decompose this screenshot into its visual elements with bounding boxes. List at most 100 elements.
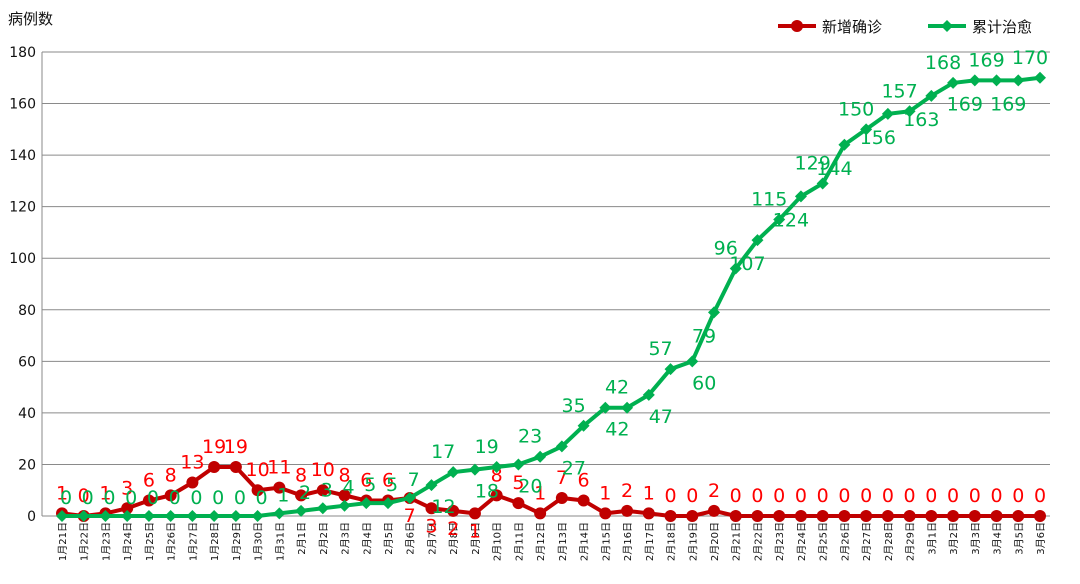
data-label: 0: [103, 487, 115, 509]
legend-marker: [791, 20, 803, 32]
data-label: 0: [773, 485, 785, 507]
data-label: 0: [212, 487, 224, 509]
x-tick-label: 2月14日: [579, 522, 591, 561]
x-tick-label: 3月3日: [970, 522, 982, 555]
data-point: [1034, 71, 1046, 84]
x-tick-label: 2月28日: [883, 522, 895, 561]
data-point: [555, 491, 568, 504]
data-point: [425, 502, 438, 515]
data-point: [642, 507, 655, 520]
data-label: 157: [881, 80, 917, 102]
data-point: [708, 306, 720, 319]
data-point: [947, 510, 960, 522]
data-label: 0: [664, 485, 676, 507]
y-axis-label: 病例数: [8, 10, 53, 28]
data-label: 0: [882, 485, 894, 507]
data-point: [490, 489, 503, 502]
data-point: [947, 76, 960, 89]
data-label: 57: [648, 338, 672, 360]
data-point: [816, 510, 829, 522]
data-point: [164, 510, 177, 522]
data-point: [860, 123, 873, 136]
x-tick-label: 3月6日: [1035, 522, 1047, 555]
data-label: 156: [860, 127, 896, 149]
data-label: 0: [969, 485, 981, 507]
data-point: [990, 74, 1003, 87]
x-tick-label: 2月15日: [600, 522, 612, 561]
data-label: 35: [562, 395, 586, 417]
x-tick-label: 2月13日: [557, 522, 569, 561]
y-tick-label: 100: [9, 251, 36, 267]
data-label: 20: [518, 475, 542, 497]
data-label: 0: [751, 485, 763, 507]
data-label: 6: [360, 470, 372, 492]
data-label: 144: [816, 158, 852, 180]
data-label: 0: [82, 487, 94, 509]
y-tick-label: 140: [9, 148, 36, 164]
data-label: 0: [817, 485, 829, 507]
x-tick-label: 2月25日: [818, 522, 830, 561]
data-label: 3: [425, 515, 437, 537]
data-label: 0: [730, 485, 742, 507]
data-point: [686, 355, 699, 368]
data-point: [164, 489, 177, 502]
data-point: [121, 502, 134, 515]
data-label: 4: [342, 477, 354, 499]
data-label: 5: [386, 474, 398, 496]
data-point: [1012, 510, 1025, 522]
x-tick-label: 2月21日: [731, 522, 743, 561]
data-label: 96: [714, 238, 738, 260]
data-point: [512, 497, 525, 510]
data-point: [642, 388, 655, 401]
x-tick-label: 2月27日: [861, 522, 873, 561]
x-tick-label: 1月24日: [122, 522, 134, 561]
x-tick-label: 2月7日: [426, 522, 438, 555]
data-point: [229, 461, 242, 474]
data-label: 0: [838, 485, 850, 507]
data-point: [186, 510, 199, 522]
legend: 新增确诊 累计治愈: [778, 18, 1032, 36]
data-label: 47: [649, 406, 673, 428]
data-label: 5: [512, 472, 524, 494]
series-line: [61, 465, 1040, 518]
y-tick-label: 0: [27, 509, 36, 525]
data-label: 7: [408, 469, 420, 491]
data-label: 169: [947, 93, 983, 115]
data-point: [794, 190, 807, 203]
data-point: [142, 494, 155, 507]
y-tick-label: 60: [18, 354, 36, 370]
x-tick-label: 2月5日: [383, 522, 395, 555]
data-point: [599, 401, 612, 414]
data-label: 1: [277, 484, 289, 506]
data-point: [186, 476, 199, 489]
data-label: 163: [903, 109, 939, 131]
x-tick-label: 1月23日: [100, 522, 112, 561]
data-label: 8: [165, 464, 177, 486]
data-point: [860, 510, 873, 522]
x-tick-label: 2月18日: [666, 522, 678, 561]
data-point: [794, 510, 807, 522]
data-point: [382, 497, 394, 510]
data-point: [686, 510, 699, 522]
data-label: 13: [180, 451, 204, 473]
data-point: [881, 107, 894, 120]
data-point: [968, 74, 981, 87]
data-point: [773, 510, 786, 522]
data-point: [273, 481, 286, 494]
x-tick-label: 2月8日: [448, 522, 460, 555]
series-cumulative-cured: 0 0 0 0 0 0 0 0 0 0 1 2 3 4 5 5 712171819202327354242475…: [56, 47, 1048, 522]
data-point: [599, 507, 612, 520]
data-point: [664, 363, 677, 376]
gridlines: [41, 51, 1050, 517]
data-label: 6: [382, 470, 394, 492]
legend-item: 新增确诊: [778, 18, 882, 36]
y-axis-ticks: 0 20 40 60 80 100 120 140 160 180: [9, 45, 36, 525]
data-point: [925, 510, 938, 522]
data-label: 169: [990, 93, 1026, 115]
data-label: 19: [202, 436, 226, 458]
data-label: 27: [562, 457, 586, 479]
data-label: 124: [773, 209, 809, 231]
x-tick-label: 2月4日: [361, 522, 373, 555]
data-point: [751, 510, 764, 522]
